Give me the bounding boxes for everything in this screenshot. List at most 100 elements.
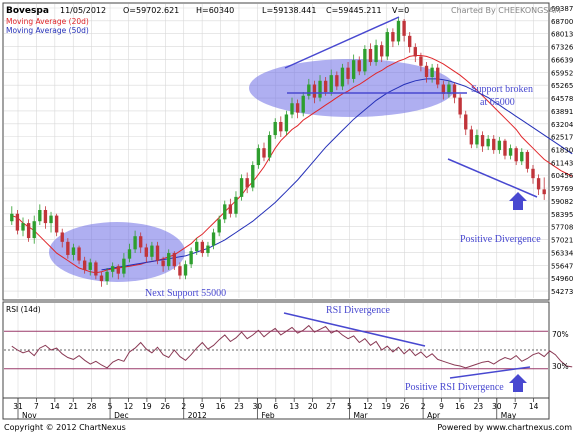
candle-body	[105, 271, 109, 282]
date-tick-label: 9	[200, 402, 205, 411]
up-arrow-icon	[509, 192, 527, 210]
price-tick-label: 68700	[551, 18, 573, 26]
candle	[189, 247, 193, 269]
date-label: 11/05/2012	[60, 6, 106, 15]
price-tick-label: 65265	[551, 82, 573, 90]
date-tick-label: 7	[513, 402, 518, 411]
annotation-positive-rsi-divergence: Positive RSI Divergence	[405, 382, 504, 393]
candle	[508, 144, 513, 160]
candle	[525, 150, 530, 173]
open-label: O=59702.621	[123, 6, 179, 15]
date-tick-label: 6	[273, 402, 278, 411]
date-tick-label: 20	[308, 402, 318, 411]
candle-body	[10, 213, 14, 222]
candle-body	[318, 80, 322, 98]
candle-body	[77, 247, 81, 261]
candle	[116, 264, 120, 280]
candle	[424, 62, 429, 83]
candle-body	[94, 262, 98, 276]
price-tick-label: 67326	[551, 44, 574, 52]
candle	[223, 200, 227, 224]
month-label: Nov	[22, 411, 37, 420]
date-tick-label: 14	[529, 402, 539, 411]
candle	[497, 136, 502, 154]
candle	[110, 262, 115, 278]
candle-body	[273, 121, 277, 136]
candle-body	[245, 178, 249, 188]
price-axis-labels: 54273 54960 55647 56334 57021 57708 58395 59082…	[551, 5, 574, 296]
candle	[447, 80, 451, 98]
rsi-path	[11, 324, 573, 369]
candle	[480, 131, 485, 152]
legend-ma20: Moving Average (20d)	[6, 17, 89, 26]
candle	[262, 142, 266, 162]
candle-body	[536, 178, 541, 190]
candle	[144, 243, 148, 263]
candle	[43, 206, 48, 229]
candle-body	[267, 135, 272, 158]
candle	[475, 129, 479, 149]
candle	[150, 241, 154, 261]
candle	[161, 256, 165, 272]
date-tick-label: 7	[34, 402, 39, 411]
candle	[385, 28, 389, 61]
candle-body	[492, 138, 496, 151]
candle-body	[110, 266, 115, 272]
candle-body	[391, 32, 395, 42]
candle-body	[178, 266, 182, 276]
candle-body	[279, 121, 283, 132]
candle	[38, 204, 42, 225]
candle-body	[441, 84, 446, 94]
candle-body	[520, 151, 524, 162]
candle-body	[49, 215, 53, 224]
candle	[183, 260, 188, 280]
date-tick-label: 27	[326, 402, 336, 411]
annotation-support-broken: Support broken	[471, 84, 533, 95]
low-label: L=59138.441	[262, 6, 316, 15]
price-tick-label: 59082	[551, 198, 573, 206]
month-label: 2012	[188, 411, 207, 420]
candle-body	[99, 275, 104, 282]
candle	[464, 110, 468, 136]
candle	[514, 146, 518, 166]
candle-body	[346, 67, 350, 79]
candle	[239, 174, 244, 201]
candle-body	[21, 223, 25, 231]
candle	[234, 191, 238, 218]
candle	[542, 177, 546, 200]
candlesticks	[10, 17, 546, 287]
candle	[520, 148, 524, 166]
candle	[10, 206, 14, 225]
candle-body	[223, 204, 227, 220]
candle	[99, 271, 104, 287]
candle-body	[508, 148, 513, 156]
candle	[436, 63, 440, 89]
candle	[379, 41, 384, 63]
up-arrow-icon	[509, 374, 527, 392]
date-tick-label: 26	[161, 402, 171, 411]
candle	[307, 78, 311, 100]
candle-body	[312, 84, 317, 98]
candle-body	[419, 56, 423, 66]
candle-body	[82, 260, 87, 270]
candle-body	[262, 148, 266, 158]
candle-body	[307, 84, 311, 96]
candle-body	[172, 253, 177, 267]
date-tick-label: 19	[382, 402, 392, 411]
candle	[256, 144, 261, 169]
price-tick-label: 57021	[551, 237, 573, 245]
candle	[408, 32, 412, 53]
price-tick-label: 54960	[551, 275, 573, 283]
candle-body	[497, 140, 502, 151]
candle	[139, 232, 143, 254]
candle-body	[256, 148, 261, 166]
candle	[206, 241, 210, 257]
date-tick-label: 19	[142, 402, 152, 411]
candle	[251, 161, 255, 192]
candle-body	[379, 45, 384, 57]
candle-body	[167, 253, 171, 267]
candle-body	[486, 138, 490, 147]
candle	[217, 215, 221, 237]
candle	[245, 172, 249, 194]
